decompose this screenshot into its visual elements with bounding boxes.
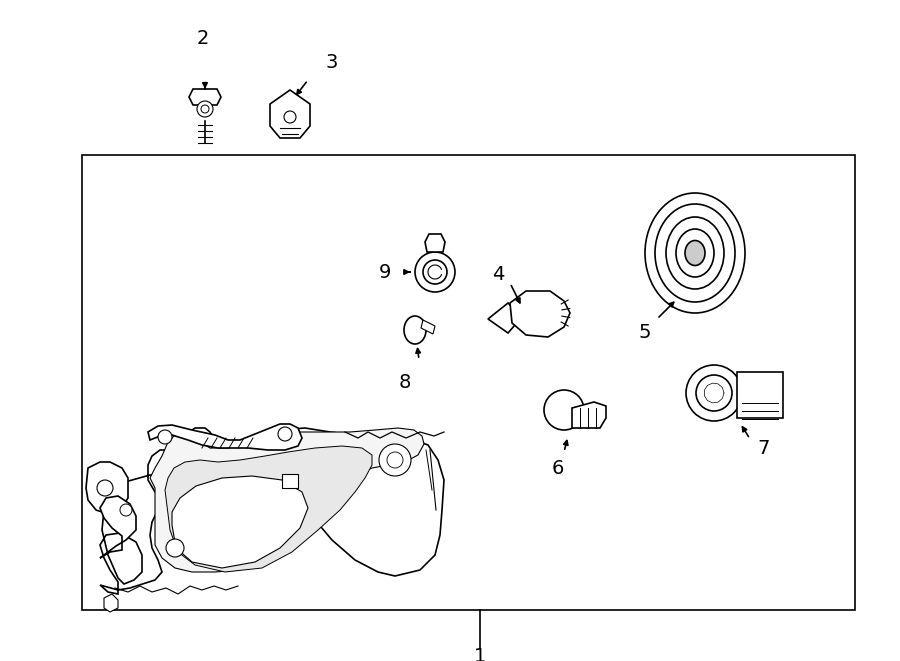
Circle shape <box>544 390 584 430</box>
Polygon shape <box>86 462 128 514</box>
Polygon shape <box>148 424 302 450</box>
Circle shape <box>379 444 411 476</box>
Polygon shape <box>572 402 606 428</box>
Text: 7: 7 <box>758 440 770 459</box>
Circle shape <box>415 252 455 292</box>
Text: 2: 2 <box>197 28 209 48</box>
Text: 3: 3 <box>326 52 338 71</box>
Ellipse shape <box>666 217 724 289</box>
Text: 6: 6 <box>552 459 564 477</box>
Polygon shape <box>172 476 308 568</box>
Ellipse shape <box>655 204 735 302</box>
Circle shape <box>166 539 184 557</box>
Text: 5: 5 <box>639 323 652 342</box>
FancyBboxPatch shape <box>282 474 298 488</box>
Text: 1: 1 <box>473 646 486 661</box>
FancyBboxPatch shape <box>737 372 783 418</box>
Polygon shape <box>421 320 435 334</box>
Circle shape <box>423 260 447 284</box>
Polygon shape <box>270 90 310 138</box>
Polygon shape <box>510 291 570 337</box>
Ellipse shape <box>404 316 426 344</box>
Polygon shape <box>150 428 424 572</box>
Circle shape <box>387 452 403 468</box>
Circle shape <box>201 105 209 113</box>
Circle shape <box>284 111 296 123</box>
Polygon shape <box>100 496 136 558</box>
Circle shape <box>158 430 172 444</box>
Text: 9: 9 <box>379 262 392 282</box>
Polygon shape <box>104 594 118 612</box>
Circle shape <box>686 365 742 421</box>
Polygon shape <box>488 303 522 333</box>
Circle shape <box>197 101 213 117</box>
Ellipse shape <box>645 193 745 313</box>
Polygon shape <box>425 234 445 252</box>
Circle shape <box>278 427 292 441</box>
Polygon shape <box>189 89 221 105</box>
Circle shape <box>696 375 732 411</box>
Ellipse shape <box>685 241 705 266</box>
Text: 8: 8 <box>399 373 411 391</box>
Text: 4: 4 <box>491 266 504 284</box>
Circle shape <box>97 480 113 496</box>
Polygon shape <box>100 428 444 594</box>
Ellipse shape <box>676 229 714 277</box>
Circle shape <box>120 504 132 516</box>
Bar <box>82 155 855 610</box>
Polygon shape <box>165 446 372 572</box>
